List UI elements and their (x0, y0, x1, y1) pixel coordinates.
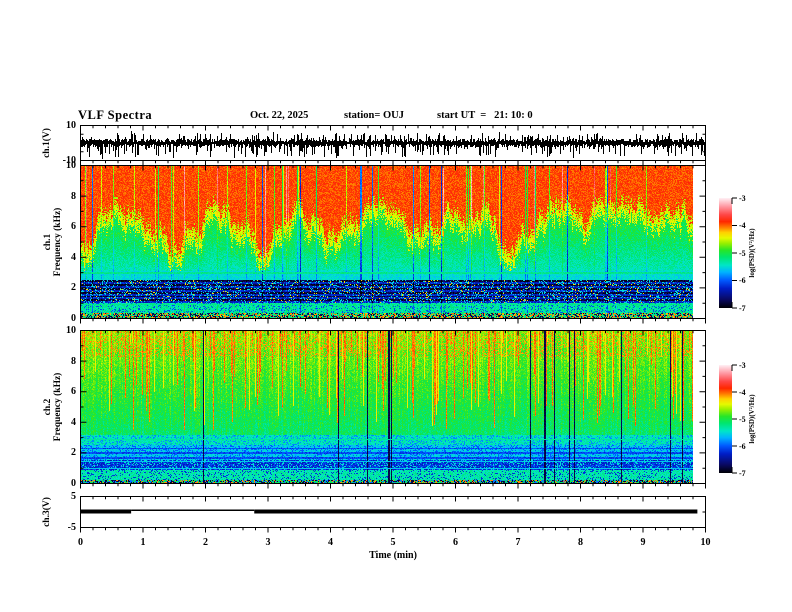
ch2-freq-tick: 8 (71, 355, 76, 367)
time-xtick: 7 (515, 536, 521, 548)
start-ut-label: start UT = 21: 10: 0 (437, 110, 533, 121)
colorbar1-tick: -5 (739, 248, 746, 258)
time-xtick: 4 (328, 536, 333, 548)
colorbar1-tick: -7 (739, 303, 746, 313)
ch3-ytick: -5 (67, 522, 76, 533)
colorbar2-tick: -7 (739, 468, 746, 478)
ch1-freq-tick: 8 (71, 190, 76, 202)
ch1-freq-tick: 4 (71, 251, 76, 263)
time-xtick: 8 (578, 536, 583, 548)
time-xtick: 5 (390, 536, 396, 548)
ch1-freq-tick: 2 (71, 282, 76, 294)
station-label: station= OUJ (344, 110, 404, 121)
ch1-freq-tick: 10 (66, 160, 76, 171)
plot-title: VLF Spectra (78, 108, 153, 122)
time-xtick: 9 (640, 536, 646, 548)
ch1-frequency-axis-label: ch.1 Frequency (kHz) (43, 207, 63, 277)
ch2-freq-tick: 6 (71, 386, 76, 398)
colorbar1-tick: -3 (739, 193, 746, 203)
ch1-ytick: -10 (62, 155, 76, 166)
colorbar2-tick: -4 (739, 387, 746, 397)
ch1-waveform-canvas (81, 126, 705, 160)
ch2-freq-tick: 4 (71, 416, 76, 428)
time-axis-label: Time (min) (369, 550, 417, 561)
ch3-signal-segment (80, 509, 132, 514)
colorbar-2 (719, 365, 732, 473)
ch1-freq-tick: 0 (71, 313, 76, 324)
colorbar-1 (719, 198, 732, 308)
time-xtick: 0 (78, 536, 83, 548)
ch3-signal-segment (254, 509, 698, 514)
ch2-freq-tick: 0 (71, 478, 76, 489)
colorbar1-tick: -4 (739, 221, 746, 230)
time-xtick: 10 (700, 536, 711, 548)
plot-date: Oct. 22, 2025 (250, 110, 309, 121)
time-xtick: 3 (265, 536, 271, 548)
time-xtick: 2 (203, 536, 208, 548)
ch1-spectrogram-canvas (81, 166, 693, 318)
ch1-voltage-axis-label: ch.1(V) (42, 128, 52, 158)
ch2-spectrogram-canvas (81, 331, 693, 483)
colorbar2-tick: -6 (739, 441, 746, 451)
ch2-frequency-axis-label: ch.2 Frequency (kHz) (43, 372, 63, 442)
ch1-freq-tick: 6 (71, 221, 76, 233)
time-xtick: 1 (140, 536, 146, 548)
ch2-freq-tick: 2 (71, 447, 76, 459)
ch3-ytick: 5 (71, 491, 76, 502)
ch2-freq-tick: 10 (66, 325, 76, 336)
time-xtick: 6 (453, 536, 458, 548)
ch3-signal-segment (131, 509, 255, 511)
colorbar2-tick: -3 (739, 360, 746, 370)
colorbar2-tick: -5 (739, 414, 746, 424)
colorbar1-tick: -6 (739, 276, 746, 285)
ch1-ytick: 10 (66, 120, 76, 131)
